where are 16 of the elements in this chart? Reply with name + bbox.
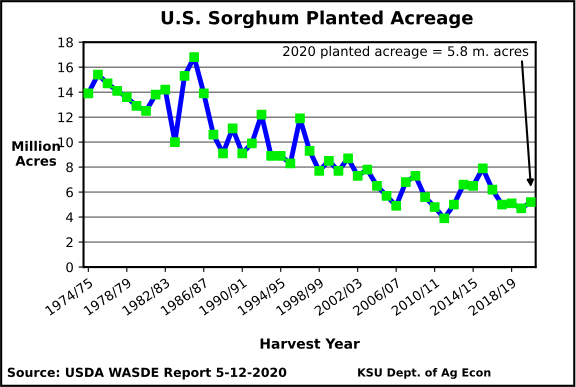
y-tick-label: 18: [58, 37, 73, 48]
y-tick-label: 14: [58, 88, 74, 98]
text: KSU Dept. of Ag Econ: [358, 368, 490, 379]
y-axis-title: Million Acres: [12, 140, 60, 166]
x-axis-title: Harvest Year: [260, 338, 360, 349]
y-tick-label: 8: [66, 162, 73, 172]
annotation: 2020 planted acreage = 5.8 m. acres: [283, 46, 528, 59]
y-tick-label: 2: [66, 237, 72, 248]
source-note: Source: USDA WASDE Report 5-12-2020: [8, 368, 286, 380]
chart-title: U.S. Sorghum Planted Acreage: [162, 10, 473, 28]
y-tick-label: 0: [66, 262, 73, 272]
y-tick-label: 10: [58, 137, 73, 148]
y-tick-label: 16: [58, 62, 73, 72]
y-tick-label: 4: [66, 212, 74, 222]
y-tick-label: 6: [66, 187, 73, 198]
y-tick-label: 12: [58, 112, 72, 122]
